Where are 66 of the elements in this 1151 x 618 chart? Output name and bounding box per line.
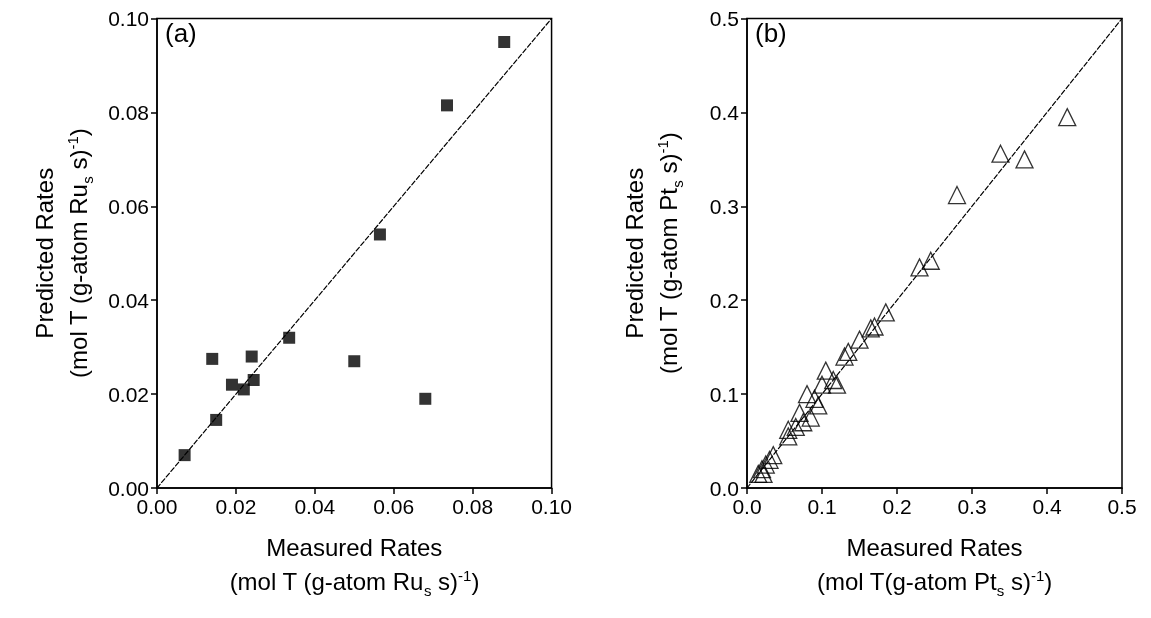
point xyxy=(921,251,940,270)
y-tick-label: 0.1 xyxy=(709,382,739,406)
point xyxy=(816,361,835,380)
point xyxy=(1058,107,1077,127)
annotation: (b) xyxy=(755,18,787,48)
point xyxy=(760,450,779,469)
point xyxy=(348,355,361,368)
point xyxy=(237,383,250,396)
point xyxy=(794,413,813,432)
point xyxy=(225,378,238,391)
point xyxy=(764,445,783,465)
y-tick-label: 0.10 xyxy=(108,7,149,30)
point xyxy=(947,185,967,205)
y-tick-label: 0.04 xyxy=(108,288,150,312)
y-tick-label: 0.08 xyxy=(108,100,149,124)
point xyxy=(812,375,832,394)
point xyxy=(247,374,260,387)
point xyxy=(206,352,219,365)
point xyxy=(801,408,820,427)
point xyxy=(210,413,223,426)
point xyxy=(498,35,511,48)
x-tick-label: 0.10 xyxy=(531,495,572,518)
point xyxy=(754,464,773,484)
y-tick-label: 0.4 xyxy=(709,100,740,124)
y-tick-label: 0.5 xyxy=(709,7,739,30)
annotation: (a) xyxy=(165,18,197,48)
point xyxy=(790,403,809,423)
point xyxy=(805,389,824,408)
point xyxy=(419,392,432,405)
point xyxy=(827,375,847,394)
point xyxy=(373,228,386,241)
x-tick-label: 0.06 xyxy=(373,495,415,518)
point xyxy=(809,396,828,415)
point xyxy=(797,384,817,404)
y-tick-label: 0.3 xyxy=(709,194,739,218)
y-tick-label: 0.02 xyxy=(108,382,149,406)
y-tick-label: 0.2 xyxy=(709,288,739,312)
point xyxy=(756,455,775,474)
x-tick-label: 0.1 xyxy=(807,495,837,518)
point xyxy=(850,330,869,349)
point xyxy=(861,319,880,338)
y-tick-label: 0.06 xyxy=(108,194,149,218)
point xyxy=(779,420,798,439)
point xyxy=(991,144,1010,163)
x-tick-label: 0.4 xyxy=(1032,495,1062,518)
point xyxy=(876,303,895,322)
point xyxy=(786,417,805,437)
x-tick-label: 0.2 xyxy=(882,495,912,518)
point xyxy=(283,331,296,344)
point xyxy=(910,258,929,277)
point xyxy=(178,449,191,462)
point xyxy=(1015,150,1034,169)
point xyxy=(835,347,854,366)
point xyxy=(839,342,858,361)
point xyxy=(245,350,258,363)
point xyxy=(865,317,884,336)
point xyxy=(752,460,772,479)
point xyxy=(779,427,798,446)
point xyxy=(749,464,768,484)
point xyxy=(441,99,453,112)
x-tick-label: 0.02 xyxy=(215,495,257,518)
x-tick-label: 0.08 xyxy=(452,495,494,518)
point xyxy=(824,370,843,390)
x-tick-label: 0.04 xyxy=(294,495,336,518)
x-tick-label: 0.3 xyxy=(957,495,987,518)
x-tick-label: 0.5 xyxy=(1107,495,1137,518)
